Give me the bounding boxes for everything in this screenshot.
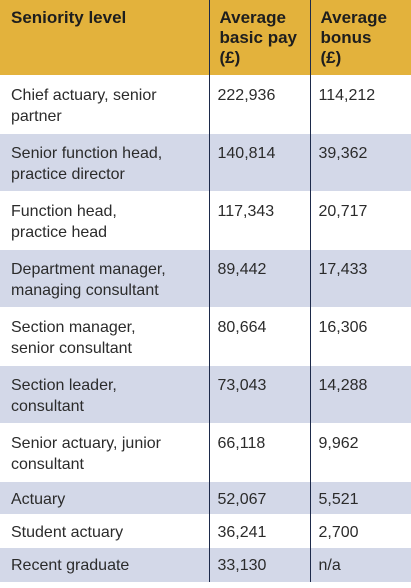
seniority-level-cell: Student actuary bbox=[0, 513, 209, 547]
table-row: Section manager, senior consultant 80,664… bbox=[0, 306, 411, 365]
basic-pay-cell: 80,664 bbox=[208, 306, 310, 365]
table-row: Actuary 52,067 5,521 bbox=[0, 480, 411, 514]
table-row: Chief actuary, senior partner 222,936 114… bbox=[0, 74, 411, 133]
level-line: senior consultant bbox=[11, 339, 132, 357]
header-line: Average bbox=[219, 8, 286, 27]
level-line: Actuary bbox=[11, 490, 66, 508]
header-line: (£) bbox=[219, 48, 241, 67]
level-line: consultant bbox=[11, 455, 84, 473]
header-line: basic pay bbox=[219, 28, 298, 47]
header-line: (£) bbox=[320, 48, 342, 67]
bonus-cell: 20,717 bbox=[309, 190, 411, 249]
basic-pay-cell: 73,043 bbox=[208, 364, 310, 423]
header-row: Seniority level Average basic pay (£) Av… bbox=[0, 0, 411, 75]
seniority-level-cell: Section manager, senior consultant bbox=[0, 306, 209, 365]
seniority-level-cell: Senior actuary, junior consultant bbox=[0, 422, 209, 481]
table-row: Senior actuary, junior consultant 66,118 … bbox=[0, 422, 411, 481]
header-average-bonus: Average bonus (£) bbox=[309, 0, 411, 75]
level-line: Section manager, bbox=[11, 318, 136, 336]
basic-pay-cell: 117,343 bbox=[208, 190, 310, 249]
table-row: Senior function head, practice director 1… bbox=[0, 132, 411, 191]
basic-pay-cell: 89,442 bbox=[208, 248, 310, 307]
level-line: Section leader, bbox=[11, 376, 117, 394]
header-seniority-level: Seniority level bbox=[0, 0, 209, 75]
bonus-cell: 14,288 bbox=[309, 364, 411, 423]
seniority-level-cell: Function head, practice head bbox=[0, 190, 209, 249]
table-header: Seniority level Average basic pay (£) Av… bbox=[0, 0, 411, 75]
level-line: consultant bbox=[11, 397, 84, 415]
level-line: partner bbox=[11, 107, 62, 125]
header-average-basic-pay: Average basic pay (£) bbox=[208, 0, 310, 75]
level-line: managing consultant bbox=[11, 281, 159, 299]
level-line: Chief actuary, senior bbox=[11, 86, 157, 104]
basic-pay-cell: 140,814 bbox=[208, 132, 310, 191]
table-row: Section leader, consultant 73,043 14,288 bbox=[0, 364, 411, 423]
level-line: Function head, bbox=[11, 202, 117, 220]
bonus-cell: n/a bbox=[309, 546, 411, 582]
basic-pay-cell: 33,130 bbox=[208, 546, 310, 582]
level-line: Senior actuary, junior bbox=[11, 434, 161, 452]
bonus-cell: 16,306 bbox=[309, 306, 411, 365]
level-line: Department manager, bbox=[11, 260, 166, 278]
bonus-cell: 9,962 bbox=[309, 422, 411, 481]
seniority-level-cell: Chief actuary, senior partner bbox=[0, 74, 209, 133]
level-line: practice director bbox=[11, 165, 125, 183]
basic-pay-cell: 36,241 bbox=[208, 513, 310, 547]
table-body: Chief actuary, senior partner 222,936 114… bbox=[0, 74, 411, 582]
table-row: Department manager, managing consultant 8… bbox=[0, 248, 411, 307]
bonus-cell: 2,700 bbox=[309, 513, 411, 547]
table-row: Recent graduate 33,130 n/a bbox=[0, 546, 411, 582]
bonus-cell: 17,433 bbox=[309, 248, 411, 307]
bonus-cell: 114,212 bbox=[309, 74, 411, 133]
level-line: Student actuary bbox=[11, 523, 124, 541]
header-line: Seniority level bbox=[11, 8, 127, 27]
header-line: Average bbox=[320, 8, 387, 27]
bonus-cell: 5,521 bbox=[309, 480, 411, 514]
level-line: Recent graduate bbox=[11, 556, 130, 574]
seniority-level-cell: Senior function head, practice director bbox=[0, 132, 209, 191]
seniority-level-cell: Department manager, managing consultant bbox=[0, 248, 209, 307]
table-row: Function head, practice head 117,343 20,7… bbox=[0, 190, 411, 249]
bonus-cell: 39,362 bbox=[309, 132, 411, 191]
level-line: practice head bbox=[11, 223, 108, 241]
seniority-level-cell: Recent graduate bbox=[0, 546, 209, 582]
table-row: Student actuary 36,241 2,700 bbox=[0, 513, 411, 547]
header-line: bonus bbox=[320, 28, 372, 47]
basic-pay-cell: 222,936 bbox=[208, 74, 310, 133]
seniority-level-cell: Section leader, consultant bbox=[0, 364, 209, 423]
basic-pay-cell: 66,118 bbox=[208, 422, 310, 481]
seniority-level-cell: Actuary bbox=[0, 480, 209, 514]
basic-pay-cell: 52,067 bbox=[208, 480, 310, 514]
level-line: Senior function head, bbox=[11, 144, 163, 162]
